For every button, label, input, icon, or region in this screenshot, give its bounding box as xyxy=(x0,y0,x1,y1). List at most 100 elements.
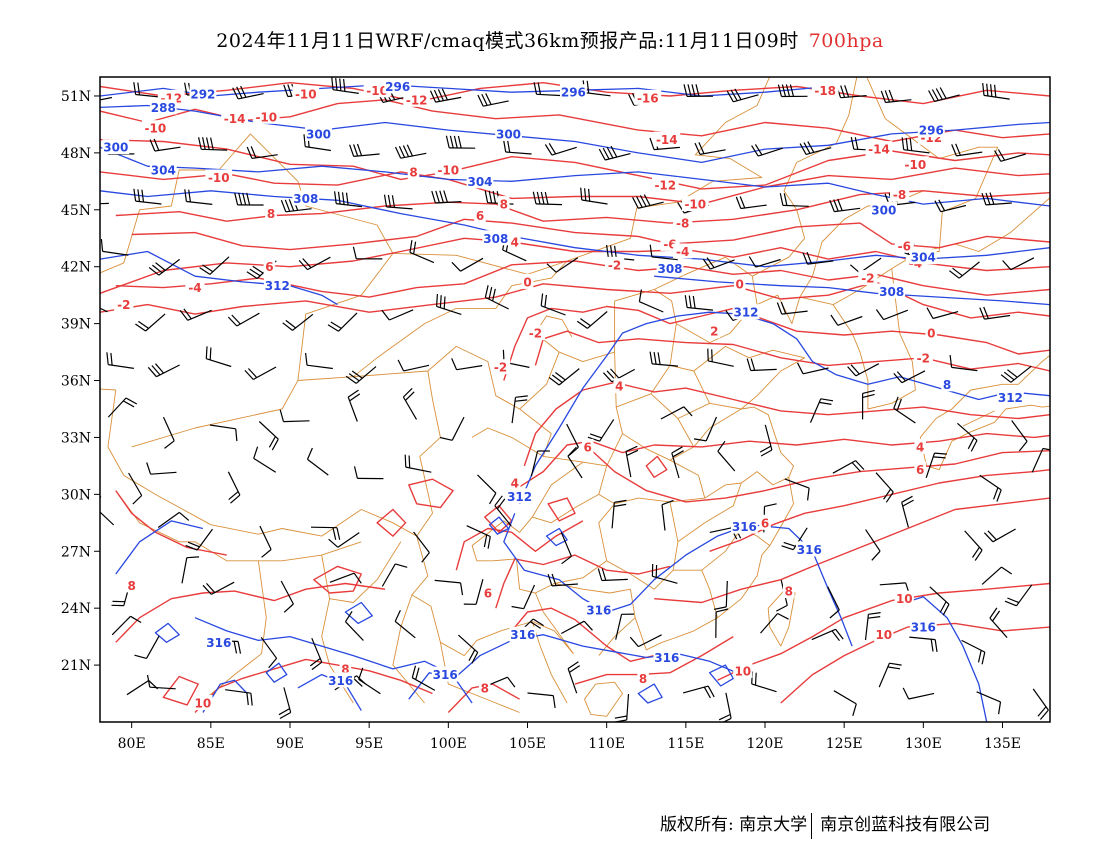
wind-barb xyxy=(451,358,483,371)
temperature-label: -14 xyxy=(221,110,248,126)
wind-barb xyxy=(651,563,678,584)
wind-barb xyxy=(503,139,532,155)
lat-tick-label: 21N xyxy=(61,658,91,674)
temperature-label: 0 xyxy=(521,273,534,289)
temperature-label: -16 xyxy=(634,89,662,105)
wind-barb xyxy=(702,257,735,270)
wind-barb xyxy=(260,636,278,669)
wind-barb xyxy=(632,194,664,209)
wind-barb xyxy=(1002,257,1035,271)
svg-text:-2: -2 xyxy=(494,361,507,375)
wind-barb xyxy=(707,348,734,367)
svg-text:6: 6 xyxy=(265,260,273,274)
wind-barb xyxy=(925,452,947,478)
wind-barb xyxy=(893,370,926,384)
boundary-line xyxy=(534,592,574,654)
temperature-label: -10 xyxy=(363,82,391,98)
height-label: 312 xyxy=(263,277,291,293)
svg-text:312: 312 xyxy=(265,279,290,293)
temperature-contour xyxy=(587,446,1050,503)
lat-tick-label: 39N xyxy=(61,317,91,333)
svg-text:8: 8 xyxy=(785,585,793,599)
temperature-label: -12 xyxy=(651,177,679,193)
boundary-line xyxy=(919,404,1050,471)
svg-text:300: 300 xyxy=(306,127,331,141)
wind-barb xyxy=(111,615,142,636)
lon-tick-label: 125E xyxy=(826,736,863,752)
height-label: 312 xyxy=(732,304,760,320)
height-contour xyxy=(654,275,1050,306)
wind-barb xyxy=(413,531,430,563)
svg-text:-14: -14 xyxy=(656,133,678,147)
wind-barb xyxy=(394,144,427,159)
boundary-line xyxy=(531,621,568,704)
height-label: 308 xyxy=(878,283,906,299)
lon-tick-label: 105E xyxy=(509,736,546,752)
svg-text:308: 308 xyxy=(293,192,318,206)
wind-barb xyxy=(649,244,678,261)
svg-text:4: 4 xyxy=(615,380,623,394)
lon-tick-label: 100E xyxy=(430,736,467,752)
wind-barb xyxy=(827,586,840,619)
temperature-contour xyxy=(194,658,433,713)
wind-barb xyxy=(830,314,863,326)
temperature-contour xyxy=(717,582,1050,681)
wind-barb xyxy=(439,416,465,441)
height-label: 316 xyxy=(909,619,937,635)
wind-barb xyxy=(684,295,714,311)
wind-barb xyxy=(349,143,380,157)
svg-text:292: 292 xyxy=(190,88,215,102)
svg-text:-10: -10 xyxy=(366,84,388,98)
wind-barb xyxy=(244,366,277,381)
wind-barb xyxy=(829,198,861,213)
wind-barb xyxy=(661,499,674,531)
temperature-label: -10 xyxy=(205,169,233,185)
wind-barb xyxy=(875,309,909,321)
svg-text:-12: -12 xyxy=(654,179,676,193)
boundary-line xyxy=(634,617,718,651)
svg-text:-10: -10 xyxy=(437,164,459,178)
wind-barb xyxy=(811,628,844,642)
svg-text:8: 8 xyxy=(341,662,349,676)
wind-barb xyxy=(715,608,729,638)
wind-barb xyxy=(246,146,278,159)
copyright-right: 南京创蓝科技有限公司 xyxy=(820,815,991,835)
height-label: 316 xyxy=(653,649,681,665)
wind-barb xyxy=(527,692,556,708)
wind-barb xyxy=(799,141,832,155)
wind-barb xyxy=(902,687,935,700)
wind-barb xyxy=(713,580,728,610)
wind-barb xyxy=(929,586,950,616)
temperature-contour xyxy=(534,330,1050,372)
temperature-label: 4 xyxy=(509,475,521,491)
wind-barb xyxy=(494,495,512,527)
temperature-label: 8 xyxy=(125,577,138,593)
wind-barb xyxy=(477,474,497,505)
temperature-label: -4 xyxy=(185,279,205,295)
svg-text:8: 8 xyxy=(267,207,275,221)
svg-text:-10: -10 xyxy=(905,158,927,172)
height-label: 300 xyxy=(102,139,130,155)
wind-barb xyxy=(957,422,978,452)
temperature-label: 6 xyxy=(263,258,276,274)
wind-barb xyxy=(580,187,608,205)
wind-barb xyxy=(847,363,880,377)
wind-barb xyxy=(928,87,960,102)
temperature-contour xyxy=(100,281,1050,319)
svg-text:-2: -2 xyxy=(117,298,130,312)
svg-text:-6: -6 xyxy=(898,239,911,253)
boundary-line xyxy=(832,77,999,305)
svg-text:0: 0 xyxy=(927,327,935,341)
height-label: 312 xyxy=(997,389,1024,405)
wind-barb xyxy=(198,137,228,151)
wind-barb xyxy=(225,689,253,706)
height-label: 308 xyxy=(656,260,684,276)
height-label: 296 xyxy=(560,84,587,100)
wind-barb xyxy=(784,478,810,501)
svg-text:0: 0 xyxy=(736,277,744,291)
wind-barb xyxy=(546,257,579,273)
wind-barb xyxy=(576,311,608,329)
wind-barb xyxy=(735,196,767,210)
temperature-label: 10 xyxy=(894,590,914,606)
wind-barb xyxy=(209,424,238,442)
